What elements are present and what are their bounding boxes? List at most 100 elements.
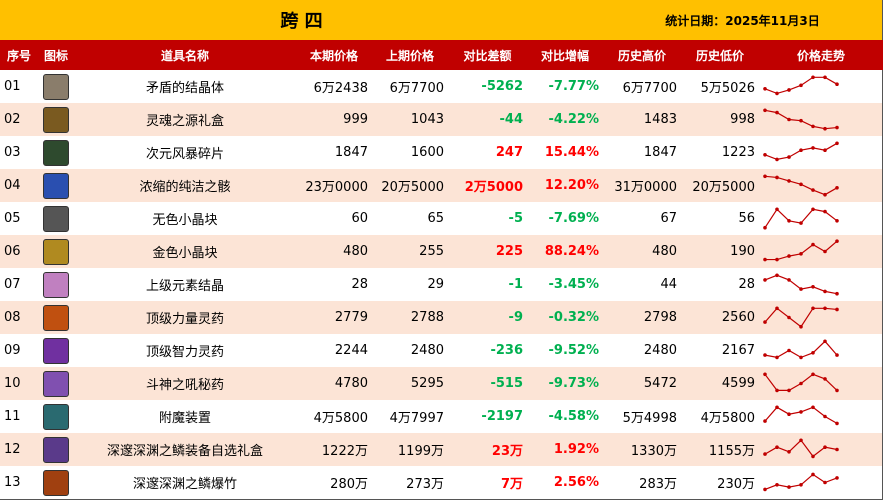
change-pct: 15.44%: [527, 136, 604, 170]
sparkline: [763, 108, 839, 131]
price: 1600: [372, 136, 449, 170]
change-pct: 1.92%: [527, 433, 604, 467]
index: 06: [0, 235, 39, 269]
column-header: 历史低价: [681, 40, 760, 71]
price: 28: [296, 268, 373, 302]
history-price: 20万5000: [681, 169, 760, 203]
diff: -9: [448, 301, 528, 335]
index: 05: [0, 202, 39, 236]
price: 999: [296, 103, 373, 137]
icon-cell: [38, 202, 75, 236]
price: 29: [372, 268, 449, 302]
trend-cell: [759, 367, 883, 401]
trend-cell: [759, 70, 883, 104]
change-pct: -0.32%: [527, 301, 604, 335]
diff: -1: [448, 268, 528, 302]
change-pct: -9.52%: [527, 334, 604, 368]
title: 跨 四: [0, 0, 604, 41]
price: 255: [372, 235, 449, 269]
index: 11: [0, 400, 39, 434]
trend-cell: [759, 433, 883, 467]
item-name: 深邃深渊之鳞爆竹: [74, 466, 297, 500]
history-price: 190: [681, 235, 760, 269]
trend-cell: [759, 400, 883, 434]
sparkline: [763, 207, 839, 230]
sparkline: [763, 239, 839, 262]
price: 1199万: [372, 433, 449, 467]
price: 280万: [296, 466, 373, 500]
price: 480: [296, 235, 373, 269]
sparkline: [763, 339, 839, 360]
history-price: 28: [681, 268, 760, 302]
icon-cell: [38, 301, 75, 335]
diff: -44: [448, 103, 528, 137]
diff: 7万: [448, 466, 528, 500]
sparkline: [763, 273, 839, 296]
trend-cell: [759, 268, 883, 302]
change-pct: -4.58%: [527, 400, 604, 434]
history-price: 5472: [603, 367, 682, 401]
change-pct: 12.20%: [527, 169, 604, 203]
icon-cell: [38, 169, 75, 203]
diff: -2197: [448, 400, 528, 434]
sparkline: [763, 174, 839, 197]
price: 6万7700: [372, 70, 449, 104]
history-price: 230万: [681, 466, 760, 500]
icon-cell: [38, 334, 75, 368]
history-price: 2167: [681, 334, 760, 368]
history-price: 5万5026: [681, 70, 760, 104]
sparkline: [763, 438, 839, 459]
trend-cell: [759, 103, 883, 137]
price: 5295: [372, 367, 449, 401]
history-price: 6万7700: [603, 70, 682, 104]
change-pct: -7.77%: [527, 70, 604, 104]
diff: -5: [448, 202, 528, 236]
item-icon: [43, 403, 69, 430]
icon-cell: [38, 70, 75, 104]
diff: -5262: [448, 70, 528, 104]
price: 1847: [296, 136, 373, 170]
price: 23万0000: [296, 169, 373, 203]
item-name: 次元风暴碎片: [74, 136, 297, 170]
history-price: 1223: [681, 136, 760, 170]
change-pct: -4.22%: [527, 103, 604, 137]
price: 6万2438: [296, 70, 373, 104]
icon-cell: [38, 400, 75, 434]
change-pct: 2.56%: [527, 466, 604, 500]
trend-cell: [759, 466, 883, 500]
item-name: 附魔装置: [74, 400, 297, 434]
item-icon: [43, 304, 69, 331]
price: 2244: [296, 334, 373, 368]
index: 08: [0, 301, 39, 335]
history-price: 1155万: [681, 433, 760, 467]
icon-cell: [38, 367, 75, 401]
index: 07: [0, 268, 39, 302]
change-pct: 88.24%: [527, 235, 604, 269]
column-header: 道具名称: [74, 40, 297, 71]
item-icon: [43, 73, 69, 100]
price: 20万5000: [372, 169, 449, 203]
diff: -515: [448, 367, 528, 401]
price: 65: [372, 202, 449, 236]
item-icon: [43, 271, 69, 298]
column-header: 图标: [38, 40, 75, 71]
item-icon: [43, 370, 69, 397]
diff: 225: [448, 235, 528, 269]
item-name: 浓缩的纯洁之骸: [74, 169, 297, 203]
price: 2779: [296, 301, 373, 335]
item-icon: [43, 238, 69, 265]
index: 04: [0, 169, 39, 203]
index: 02: [0, 103, 39, 137]
item-icon: [43, 469, 69, 496]
item-name: 金色小晶块: [74, 235, 297, 269]
price: 4万5800: [296, 400, 373, 434]
item-name: 无色小晶块: [74, 202, 297, 236]
item-name: 顶级智力灵药: [74, 334, 297, 368]
column-header: 历史高价: [603, 40, 682, 71]
diff: 2万5000: [448, 169, 528, 203]
icon-cell: [38, 268, 75, 302]
diff: 247: [448, 136, 528, 170]
index: 12: [0, 433, 39, 467]
sparkline: [763, 75, 839, 96]
